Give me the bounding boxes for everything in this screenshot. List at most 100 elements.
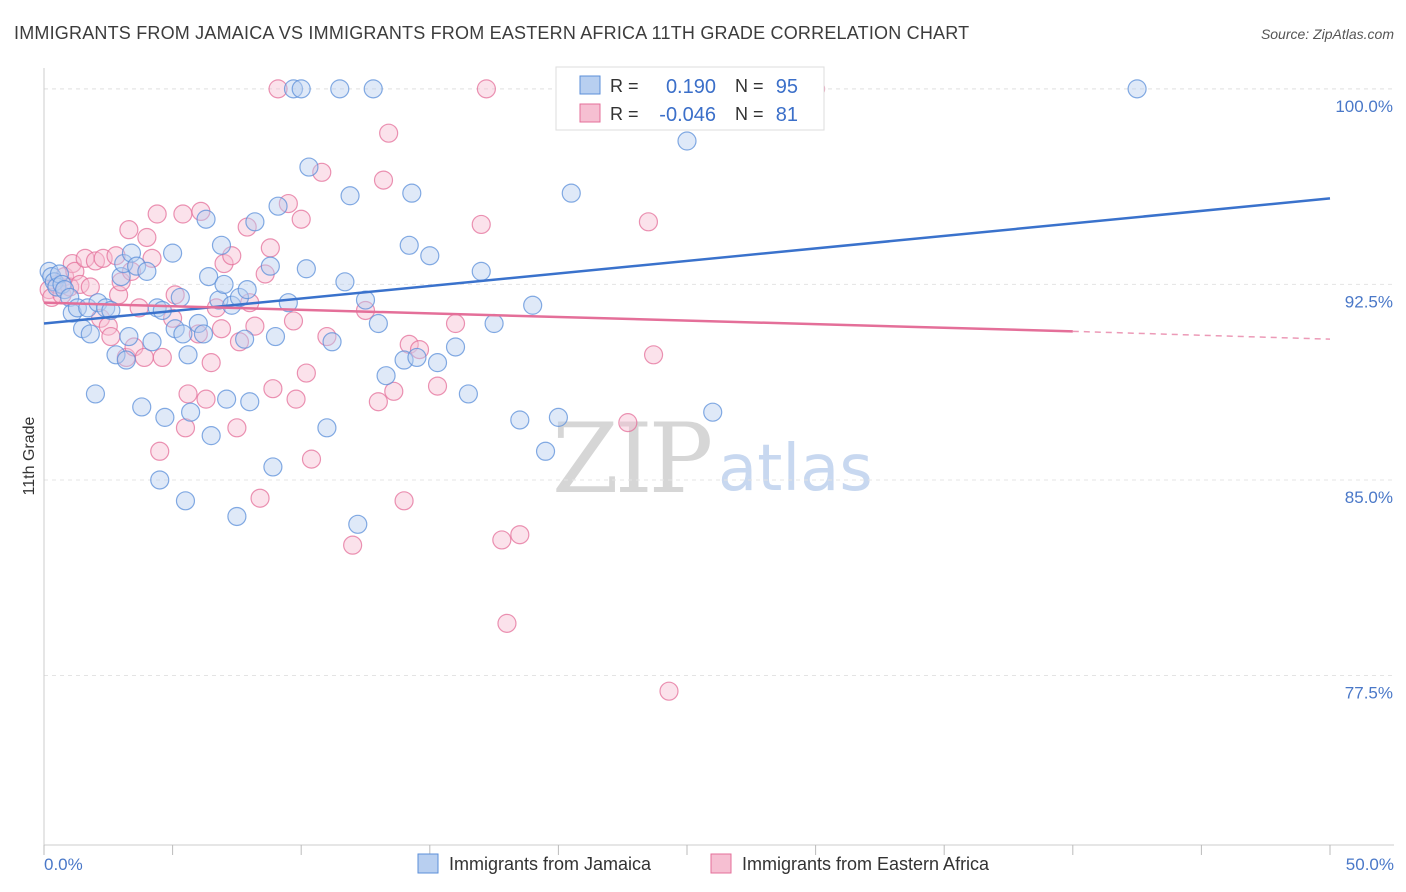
eastern-africa-point <box>165 285 185 305</box>
eastern-africa-point <box>471 214 491 235</box>
jamaica-point <box>163 243 183 263</box>
eastern-africa-point <box>301 449 322 469</box>
jamaica-point <box>265 326 286 347</box>
jamaica-point <box>260 256 280 276</box>
jamaica-point <box>209 290 229 310</box>
jamaica-point <box>296 259 316 279</box>
jamaica-point <box>80 324 100 344</box>
eastern-africa-point <box>373 170 394 190</box>
stats-eastern-africa-r-label: R = <box>610 104 639 124</box>
jamaica-point <box>402 183 422 203</box>
legend-jamaica-swatch <box>417 853 439 874</box>
x-tick-label-max: 50.0% <box>1346 855 1394 874</box>
jamaica-point <box>283 79 304 99</box>
jamaica-point <box>60 287 80 308</box>
legend-eastern-africa-swatch <box>710 853 732 874</box>
eastern-africa-point <box>111 272 131 292</box>
jamaica-point <box>214 274 234 295</box>
eastern-africa-point <box>492 530 512 550</box>
jamaica-point <box>235 329 255 349</box>
eastern-africa-point <box>283 311 304 331</box>
jamaica-point <box>229 287 250 308</box>
eastern-africa-point <box>188 324 208 344</box>
jamaica-point <box>178 345 198 365</box>
jamaica-point <box>510 410 530 430</box>
grid <box>44 88 1394 677</box>
jamaica-point <box>201 426 221 446</box>
eastern-africa-point <box>445 313 466 334</box>
jamaica-point <box>137 261 157 281</box>
legend-eastern-africa-label: Immigrants from Eastern Africa <box>742 854 990 874</box>
eastern-africa-point <box>214 253 234 274</box>
jamaica-point <box>268 196 288 216</box>
stats-eastern-africa-r-value: -0.046 <box>659 104 716 126</box>
eastern-africa-point <box>119 220 139 240</box>
jamaica-point <box>155 407 175 427</box>
jamaica-point <box>173 324 193 344</box>
jamaica-point <box>407 347 427 368</box>
eastern-africa-point <box>379 123 399 143</box>
jamaica-trend-line <box>43 197 1331 325</box>
eastern-africa-point <box>106 246 126 266</box>
jamaica-point <box>322 332 342 352</box>
eastern-africa-point <box>384 381 404 401</box>
jamaica-point <box>1127 79 1147 99</box>
eastern-africa-point <box>317 326 337 347</box>
eastern-africa-point <box>211 319 232 339</box>
eastern-africa-point <box>85 251 106 271</box>
jamaica-point <box>445 337 466 357</box>
jamaica-point <box>240 392 260 412</box>
jamaica-point <box>368 313 388 334</box>
eastern-africa-point <box>196 389 216 409</box>
jamaica-point <box>330 79 350 99</box>
eastern-africa-point <box>497 613 517 633</box>
jamaica-point <box>237 280 257 300</box>
stats-jamaica-r-label: R = <box>610 76 639 96</box>
eastern-africa-trend-line <box>43 301 1073 333</box>
jamaica-point <box>484 313 504 334</box>
eastern-africa-point <box>260 238 280 258</box>
stats-eastern-africa-swatch <box>579 103 601 123</box>
x-tick-label-min: 0.0% <box>44 855 83 874</box>
stats-jamaica-swatch <box>579 75 601 95</box>
eastern-africa-point <box>296 363 316 383</box>
watermark-atlas: atlas <box>718 432 873 506</box>
jamaica-point <box>703 402 723 422</box>
eastern-africa-point <box>173 204 193 224</box>
eastern-africa-point <box>178 384 198 404</box>
eastern-africa-point <box>312 162 332 182</box>
y-tick-label: 100.0% <box>1335 97 1393 116</box>
watermark-zip: ZIP <box>552 403 711 515</box>
jamaica-point <box>348 514 368 534</box>
jamaica-point <box>85 384 106 404</box>
jamaica-point <box>245 212 265 232</box>
jamaica-point <box>561 183 581 203</box>
eastern-africa-point <box>175 418 196 438</box>
eastern-africa-point <box>152 347 172 368</box>
eastern-africa-point <box>394 491 414 511</box>
jamaica-point <box>420 246 440 266</box>
eastern-africa-point <box>291 209 311 229</box>
eastern-africa-point <box>101 326 121 347</box>
jamaica-point <box>548 407 569 427</box>
eastern-africa-point <box>368 392 388 412</box>
stats-eastern-africa-n-value: 81 <box>776 104 798 126</box>
jamaica-point <box>170 287 190 308</box>
jamaica-point <box>227 506 247 527</box>
legend: Immigrants from Jamaica Immigrants from … <box>417 853 990 874</box>
jamaica-point <box>196 209 216 229</box>
jamaica-point <box>142 332 162 352</box>
y-axis-label: 11th Grade <box>21 416 38 495</box>
jamaica-point <box>427 353 448 373</box>
y-tick-label: 92.5% <box>1345 292 1393 311</box>
y-tick-labels: 77.5% 85.0% 92.5% 100.0% <box>1335 97 1393 703</box>
eastern-africa-point <box>245 316 265 336</box>
jamaica-point <box>471 261 491 281</box>
jamaica-point <box>188 313 208 334</box>
eastern-africa-point <box>409 339 430 360</box>
eastern-africa-point <box>427 376 448 396</box>
jamaica-point <box>211 235 232 255</box>
jamaica-point <box>376 366 396 386</box>
trend-lines <box>43 197 1331 340</box>
